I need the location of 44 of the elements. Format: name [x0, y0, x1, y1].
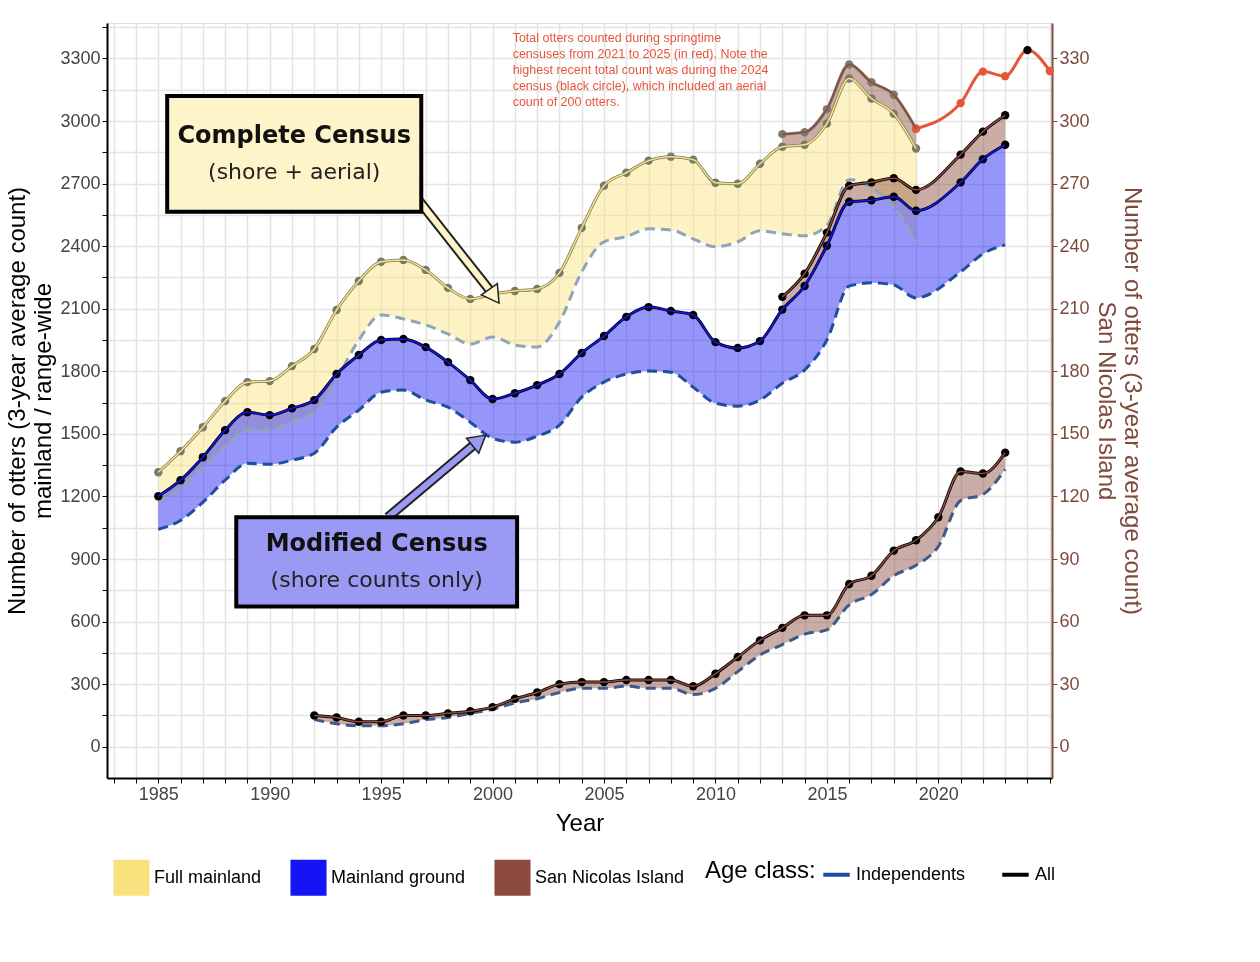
legend-title: Age class:: [705, 856, 816, 883]
x-tick-label: 2005: [584, 783, 625, 804]
y2-tick-label: 180: [1059, 360, 1090, 381]
y2-tick-label: 150: [1059, 423, 1090, 444]
y2-tick-label: 0: [1059, 736, 1070, 757]
y-tick-label: 600: [70, 611, 101, 632]
legend-label: All: [1035, 863, 1056, 884]
y-tick-label: 900: [70, 548, 101, 569]
y2-tick-label: 30: [1059, 673, 1080, 694]
x-tick-label: 2010: [695, 783, 736, 804]
x-tick-label: 1985: [138, 783, 179, 804]
y-tick-label: 2400: [60, 235, 101, 256]
x-tick-label: 1995: [361, 783, 402, 804]
y-tick-label: 1200: [60, 485, 101, 506]
y-tick-label: 2100: [60, 298, 101, 319]
x-axis-title: Year: [555, 808, 605, 836]
legend-label: Full mainland: [154, 866, 262, 887]
y-tick-label: 300: [70, 673, 101, 694]
y2-tick-label: 240: [1059, 235, 1090, 256]
x-tick-label: 2015: [807, 783, 848, 804]
y-axis-title: Number of otters (3-year average count) mainland / range-wide: [3, 186, 57, 616]
y2-tick-label: 210: [1059, 298, 1090, 319]
y-tick-label: 3300: [60, 47, 101, 68]
y-tick-label: 2700: [60, 173, 101, 194]
legend-label: San Nicolas Island: [535, 866, 685, 887]
annotation: Total otters counted during springtime censuses from 2021 to 2025 (in red). Note the highest recent total count was during the 2024 census (black circle), which included an aerial count of 200 otters.: [512, 31, 769, 110]
y-tick-label: 3000: [60, 110, 101, 131]
legend-label: Mainland ground: [331, 866, 466, 887]
y-tick-label: 0: [90, 736, 101, 757]
y2-tick-label: 60: [1059, 611, 1080, 632]
y2-tick-label: 90: [1059, 548, 1080, 569]
legend-label: Independents: [856, 863, 966, 884]
y-tick-label: 1500: [60, 423, 101, 444]
annotation: Modified Census (shore counts only): [265, 528, 488, 592]
y2-tick-label: 270: [1059, 173, 1090, 194]
y2-tick-label: 300: [1059, 110, 1090, 131]
y-tick-label: 1800: [60, 360, 101, 381]
x-tick-label: 2000: [473, 783, 514, 804]
y2-tick-label: 330: [1059, 47, 1090, 68]
x-tick-label: 1990: [250, 783, 291, 804]
y2-tick-label: 120: [1059, 485, 1090, 506]
annotation: Complete Census (shore + aerial): [177, 120, 411, 184]
y2-axis-title: Number of otters (3-year average count) San Nicolas Island: [1093, 186, 1147, 616]
x-tick-label: 2020: [918, 783, 959, 804]
